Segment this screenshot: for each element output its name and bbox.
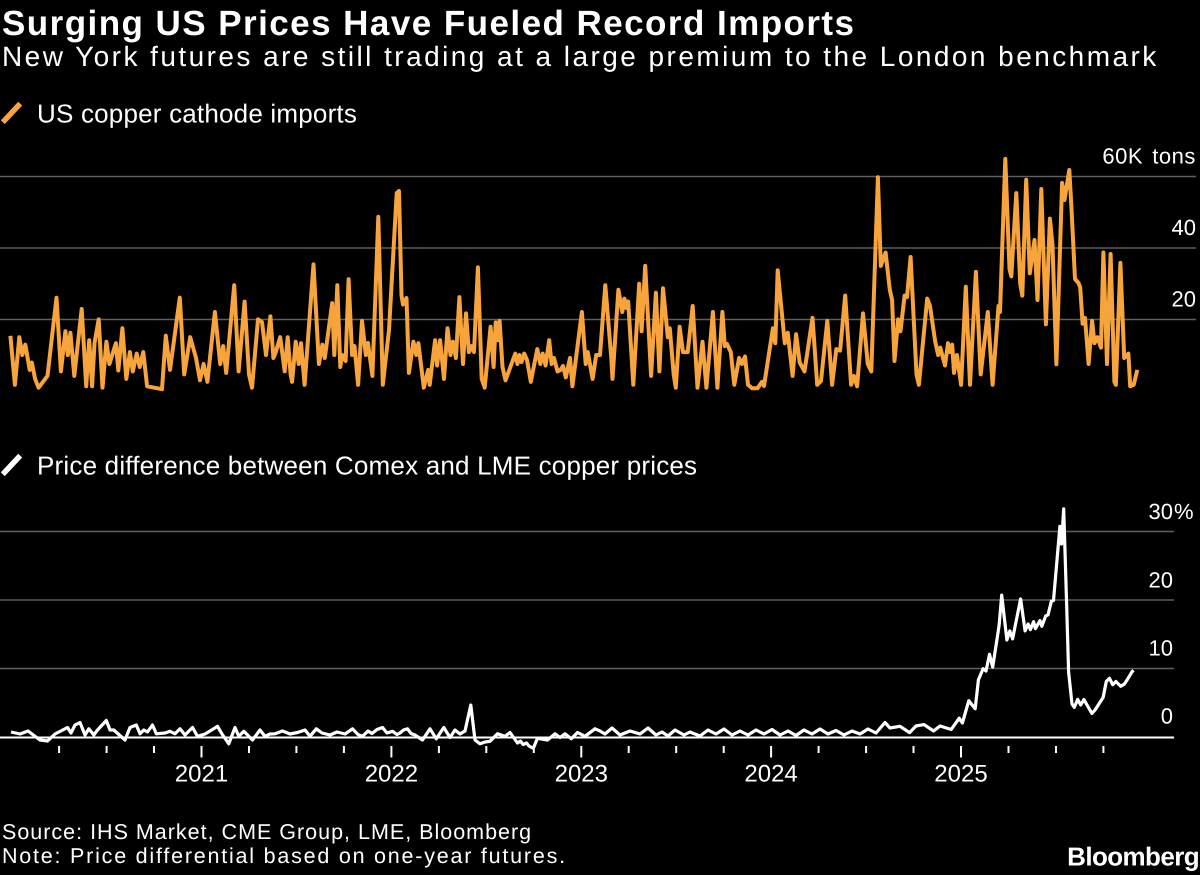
svg-text:Price difference between Comex: Price difference between Comex and LME c… xyxy=(37,451,697,481)
svg-text:Surging US Prices Have Fueled: Surging US Prices Have Fueled Record Imp… xyxy=(2,4,855,43)
svg-text:2022: 2022 xyxy=(365,761,418,788)
svg-text:60K tons: 60K tons xyxy=(1102,144,1196,169)
svg-text:40: 40 xyxy=(1172,215,1196,240)
svg-text:10: 10 xyxy=(1149,636,1173,661)
svg-text:US copper cathode imports: US copper cathode imports xyxy=(37,99,357,129)
svg-text:%: % xyxy=(1174,499,1194,524)
svg-text:New York futures are still tra: New York futures are still trading at a … xyxy=(2,41,1159,72)
svg-text:20: 20 xyxy=(1172,287,1196,312)
svg-text:30: 30 xyxy=(1149,499,1173,524)
svg-text:0: 0 xyxy=(1161,704,1173,729)
svg-text:Bloomberg: Bloomberg xyxy=(1067,842,1199,872)
svg-text:2021: 2021 xyxy=(175,761,228,788)
svg-text:20: 20 xyxy=(1149,568,1173,593)
svg-text:2025: 2025 xyxy=(934,761,987,788)
svg-text:Note: Price differential based: Note: Price differential based on one-ye… xyxy=(2,844,567,868)
svg-text:2023: 2023 xyxy=(555,761,608,788)
svg-text:2024: 2024 xyxy=(744,761,797,788)
svg-text:Source: IHS Market, CME Group,: Source: IHS Market, CME Group, LME, Bloo… xyxy=(2,820,532,844)
